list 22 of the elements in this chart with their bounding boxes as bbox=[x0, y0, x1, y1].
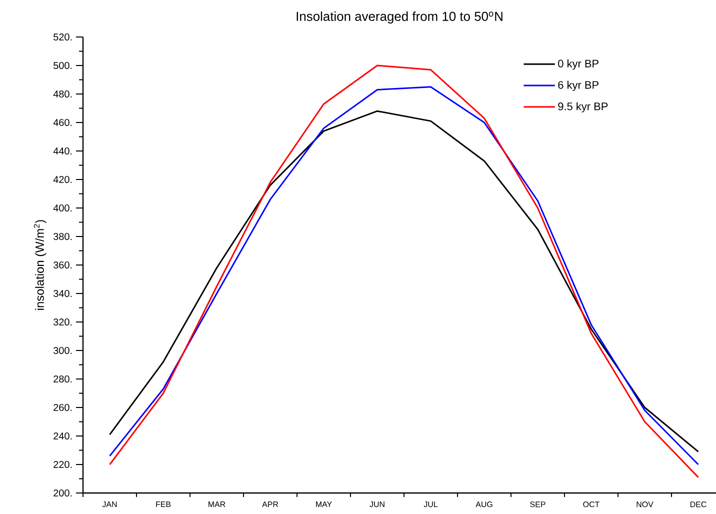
y-tick-label: 340. bbox=[53, 290, 72, 298]
y-tick-label: 380. bbox=[53, 232, 72, 240]
chart-title: Insolation averaged from 10 to 50$^{o}$N bbox=[296, 11, 502, 24]
y-axis-title: insolation (W/m$^{2}$) bbox=[34, 220, 46, 310]
legend-label: 6 kyr BP bbox=[558, 80, 598, 92]
y-tick-label: 200. bbox=[54, 489, 72, 497]
y-tick-label: 420. bbox=[53, 176, 72, 184]
y-tick-label: 480. bbox=[53, 90, 72, 98]
y-tick-label: 220. bbox=[54, 460, 72, 468]
y-tick-label: 240. bbox=[54, 432, 72, 440]
y-tick-label: 520. bbox=[54, 33, 72, 41]
y-tick-label: 500. bbox=[54, 62, 72, 70]
legend-label: 0 kyr BP bbox=[558, 59, 598, 70]
y-tick-label: 280. bbox=[54, 375, 72, 383]
legend-label: 9.5 kyr BP bbox=[558, 102, 608, 112]
y-tick-label: 460. bbox=[53, 118, 72, 126]
y-tick-label: 260. bbox=[54, 404, 72, 412]
y-tick-label: 300. bbox=[53, 346, 72, 354]
y-tick-label: 400. bbox=[53, 204, 72, 212]
y-tick-label: 320. bbox=[53, 318, 72, 326]
y-tick-label: 360. bbox=[53, 261, 72, 269]
y-tick-label: 440. bbox=[53, 147, 72, 155]
